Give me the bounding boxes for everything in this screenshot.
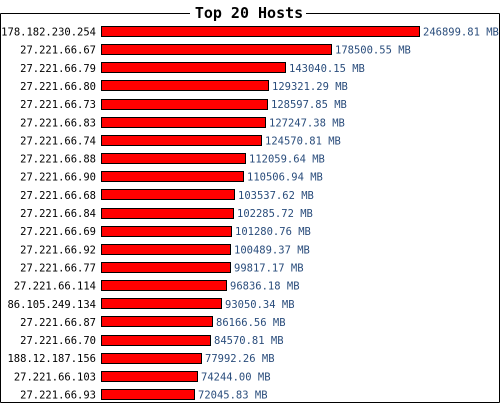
host-label: 27.221.66.70 (20, 335, 96, 347)
chart-title: Top 20 Hosts (195, 4, 303, 22)
bar-row: 188.12.187.156 77992.26 MB (7, 353, 275, 365)
host-label: 27.221.66.90 (20, 172, 96, 184)
host-bar (101, 316, 213, 327)
value-label: 124570.81 MB (265, 135, 341, 147)
bar-rows: 178.182.230.254 246899.81 MB 27.221.66.67 1… (1, 26, 499, 402)
host-bar (101, 80, 269, 91)
bar-row: 27.221.66.70 84570.81 MB (20, 335, 284, 347)
value-label: 84570.81 MB (214, 335, 284, 347)
value-label: 96836.18 MB (230, 281, 300, 293)
value-label: 93050.34 MB (225, 299, 295, 311)
value-label: 72045.83 MB (198, 390, 268, 402)
value-label: 246899.81 MB (423, 27, 499, 39)
value-label: 99817.17 MB (234, 262, 304, 274)
host-bar (101, 171, 244, 182)
value-label: 129321.29 MB (272, 81, 348, 93)
value-label: 127247.38 MB (269, 117, 345, 129)
value-label: 143040.15 MB (289, 63, 365, 75)
host-label: 27.221.66.79 (20, 63, 96, 75)
bar-row: 27.221.66.87 86166.56 MB (20, 316, 286, 329)
host-bar (101, 298, 222, 309)
host-label: 27.221.66.80 (20, 81, 96, 93)
host-bar (101, 99, 268, 110)
host-label: 27.221.66.68 (20, 190, 96, 202)
value-label: 74244.00 MB (201, 371, 271, 383)
value-label: 103537.62 MB (238, 190, 314, 202)
host-label: 27.221.66.83 (20, 117, 96, 129)
host-bar (101, 389, 195, 400)
value-label: 86166.56 MB (216, 317, 286, 329)
bar-row: 27.221.66.114 96836.18 MB (14, 280, 300, 293)
bar-row: 27.221.66.93 72045.83 MB (20, 389, 268, 402)
host-bar (101, 208, 234, 219)
host-label: 27.221.66.87 (20, 317, 96, 329)
host-label: 27.221.66.74 (20, 135, 96, 147)
bar-row: 27.221.66.80 129321.29 MB (20, 80, 348, 93)
host-label: 27.221.66.69 (20, 226, 96, 238)
bar-row: 27.221.66.79 143040.15 MB (20, 62, 365, 75)
value-label: 102285.72 MB (237, 208, 313, 220)
host-label: 27.221.66.103 (14, 371, 96, 383)
value-label: 100489.37 MB (234, 244, 310, 256)
value-label: 178500.55 MB (335, 45, 411, 57)
host-bar (101, 189, 235, 200)
bar-row: 27.221.66.69 101280.76 MB (20, 226, 311, 238)
bar-row: 27.221.66.67 178500.55 MB (20, 44, 411, 57)
host-label: 188.12.187.156 (7, 353, 96, 365)
host-bar (101, 244, 231, 255)
bar-row: 27.221.66.92 100489.37 MB (20, 244, 310, 256)
host-label: 27.221.66.84 (20, 208, 96, 220)
host-label: 178.182.230.254 (1, 27, 96, 39)
bar-row: 27.221.66.88 112059.64 MB (20, 153, 325, 166)
bar-row: 27.221.66.68 103537.62 MB (20, 189, 314, 202)
host-bar (101, 262, 231, 273)
value-label: 101280.76 MB (235, 226, 311, 238)
bar-row: 27.221.66.90 110506.94 MB (20, 171, 323, 184)
bar-row: 27.221.66.74 124570.81 MB (20, 135, 341, 147)
host-bar (101, 62, 286, 73)
host-label: 27.221.66.93 (20, 390, 96, 402)
host-bar (101, 44, 332, 55)
bar-row: 27.221.66.77 99817.17 MB (20, 262, 304, 274)
host-bar (101, 280, 227, 291)
value-label: 110506.94 MB (247, 172, 323, 184)
host-bar (101, 26, 420, 37)
host-bar (101, 135, 262, 146)
bar-row: 86.105.249.134 93050.34 MB (7, 298, 295, 311)
host-label: 27.221.66.73 (20, 99, 96, 111)
host-bar (101, 153, 246, 164)
bar-row: 178.182.230.254 246899.81 MB (1, 26, 499, 39)
host-label: 27.221.66.77 (20, 262, 96, 274)
bar-row: 27.221.66.103 74244.00 MB (14, 371, 271, 383)
value-label: 128597.85 MB (271, 99, 347, 111)
host-label: 86.105.249.134 (7, 299, 96, 311)
host-bar (101, 371, 198, 382)
bar-row: 27.221.66.83 127247.38 MB (20, 117, 345, 129)
host-bar (101, 117, 266, 128)
host-bar (101, 335, 211, 346)
host-label: 27.221.66.67 (20, 45, 96, 57)
bar-row: 27.221.66.73 128597.85 MB (20, 99, 347, 111)
host-bar (101, 353, 202, 364)
bar-row: 27.221.66.84 102285.72 MB (20, 208, 313, 220)
host-label: 27.221.66.92 (20, 244, 96, 256)
value-label: 112059.64 MB (249, 154, 325, 166)
value-label: 77992.26 MB (205, 353, 275, 365)
host-label: 27.221.66.114 (14, 281, 96, 293)
host-bar (101, 226, 232, 237)
host-label: 27.221.66.88 (20, 154, 96, 166)
